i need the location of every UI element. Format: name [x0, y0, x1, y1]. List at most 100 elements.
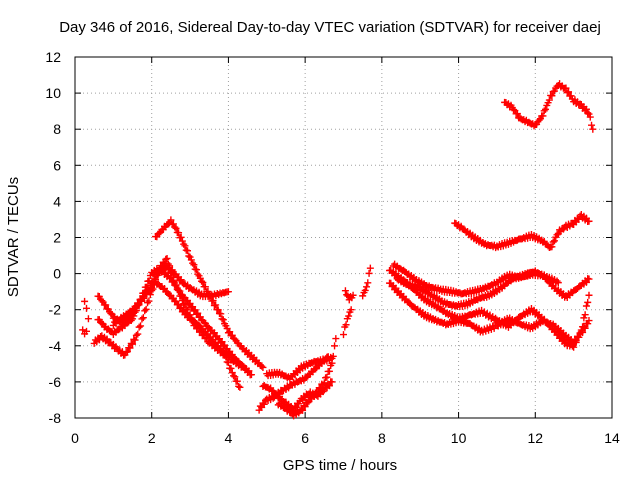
data-point	[204, 287, 212, 295]
data-point	[565, 88, 573, 96]
data-point	[214, 306, 222, 314]
series-arc-17	[389, 260, 593, 301]
data-point	[575, 333, 583, 341]
data-point	[332, 335, 340, 343]
data-point	[199, 278, 207, 286]
y-tick-label: 8	[53, 121, 61, 137]
data-point	[127, 339, 135, 347]
data-point	[140, 294, 148, 302]
data-point	[231, 373, 239, 381]
data-point	[329, 352, 337, 360]
data-point	[259, 363, 267, 371]
data-point	[169, 278, 177, 286]
data-point	[364, 279, 372, 287]
series-arc-20	[501, 80, 597, 133]
data-point	[366, 264, 374, 272]
data-point	[139, 314, 147, 322]
data-point	[549, 238, 557, 246]
data-point	[129, 340, 137, 348]
data-point	[132, 331, 140, 339]
data-point	[98, 319, 106, 327]
data-point	[554, 279, 562, 287]
data-point	[347, 306, 355, 314]
x-axis-label: GPS time / hours	[283, 457, 397, 474]
data-point	[145, 297, 153, 305]
data-point	[79, 326, 87, 334]
data-point	[161, 266, 168, 274]
data-point	[145, 286, 153, 294]
data-point	[550, 237, 558, 245]
y-tick-label: 2	[53, 230, 61, 246]
x-tick-label: 4	[225, 430, 233, 446]
data-point	[299, 406, 307, 414]
series-arc-11	[274, 335, 340, 420]
series-arc-1	[79, 326, 91, 338]
x-tick-label: 14	[604, 430, 620, 446]
data-point	[567, 92, 575, 100]
data-point	[545, 96, 553, 104]
x-tick-label: 10	[451, 430, 467, 446]
data-point	[196, 313, 204, 321]
data-point	[539, 112, 547, 120]
data-point	[219, 316, 227, 324]
data-point	[226, 328, 234, 336]
data-point	[342, 321, 350, 329]
data-point	[224, 288, 232, 296]
data-point	[341, 287, 349, 295]
data-marks	[79, 80, 597, 420]
x-tick-label: 12	[527, 430, 543, 446]
data-point	[217, 310, 225, 318]
data-point	[177, 233, 185, 241]
data-point	[134, 330, 142, 338]
data-point	[345, 312, 353, 320]
data-point	[180, 240, 188, 248]
data-point	[135, 323, 143, 331]
data-point	[228, 369, 236, 377]
chart-title: Day 346 of 2016, Sidereal Day-to-day VTE…	[59, 19, 601, 36]
axis-ticks: 0 2 4 6 8 10 12 14 -8 -6 -4 -2 0 2 4 6 8 10 12	[45, 49, 620, 446]
data-point	[585, 275, 593, 283]
data-point	[231, 335, 239, 343]
data-point	[200, 319, 208, 327]
data-point	[310, 392, 318, 400]
data-point	[143, 290, 151, 298]
data-point	[568, 342, 576, 350]
y-tick-label: 6	[53, 157, 61, 173]
data-point	[167, 274, 175, 282]
data-point	[272, 390, 280, 398]
data-point	[235, 382, 243, 390]
data-point	[230, 372, 238, 380]
data-point	[579, 323, 587, 331]
series-arc-12	[340, 306, 355, 339]
data-point	[126, 344, 134, 352]
data-point	[542, 105, 550, 113]
data-point	[167, 216, 175, 224]
x-tick-label: 8	[378, 430, 386, 446]
data-point	[584, 298, 592, 306]
data-point	[315, 384, 323, 392]
data-point	[349, 291, 357, 299]
data-point	[163, 254, 171, 262]
data-point	[585, 291, 593, 299]
series-arc-14	[359, 264, 374, 300]
data-point	[81, 297, 89, 305]
data-point	[150, 275, 158, 283]
y-axis-label: SDTVAR / TECUs	[5, 177, 22, 297]
data-point	[190, 261, 198, 269]
data-point	[189, 259, 197, 267]
data-point	[548, 243, 556, 251]
data-point	[586, 113, 594, 121]
data-point	[155, 229, 163, 237]
data-point	[192, 266, 200, 274]
series-arc-2	[81, 297, 92, 323]
data-point	[141, 307, 149, 315]
data-point	[83, 304, 91, 312]
data-point	[365, 269, 373, 277]
data-point	[138, 315, 146, 323]
series-arc-7	[152, 216, 267, 371]
data-point	[582, 105, 590, 113]
data-point	[304, 399, 312, 407]
data-point	[320, 379, 328, 387]
data-point	[540, 107, 548, 115]
data-point	[328, 378, 336, 386]
